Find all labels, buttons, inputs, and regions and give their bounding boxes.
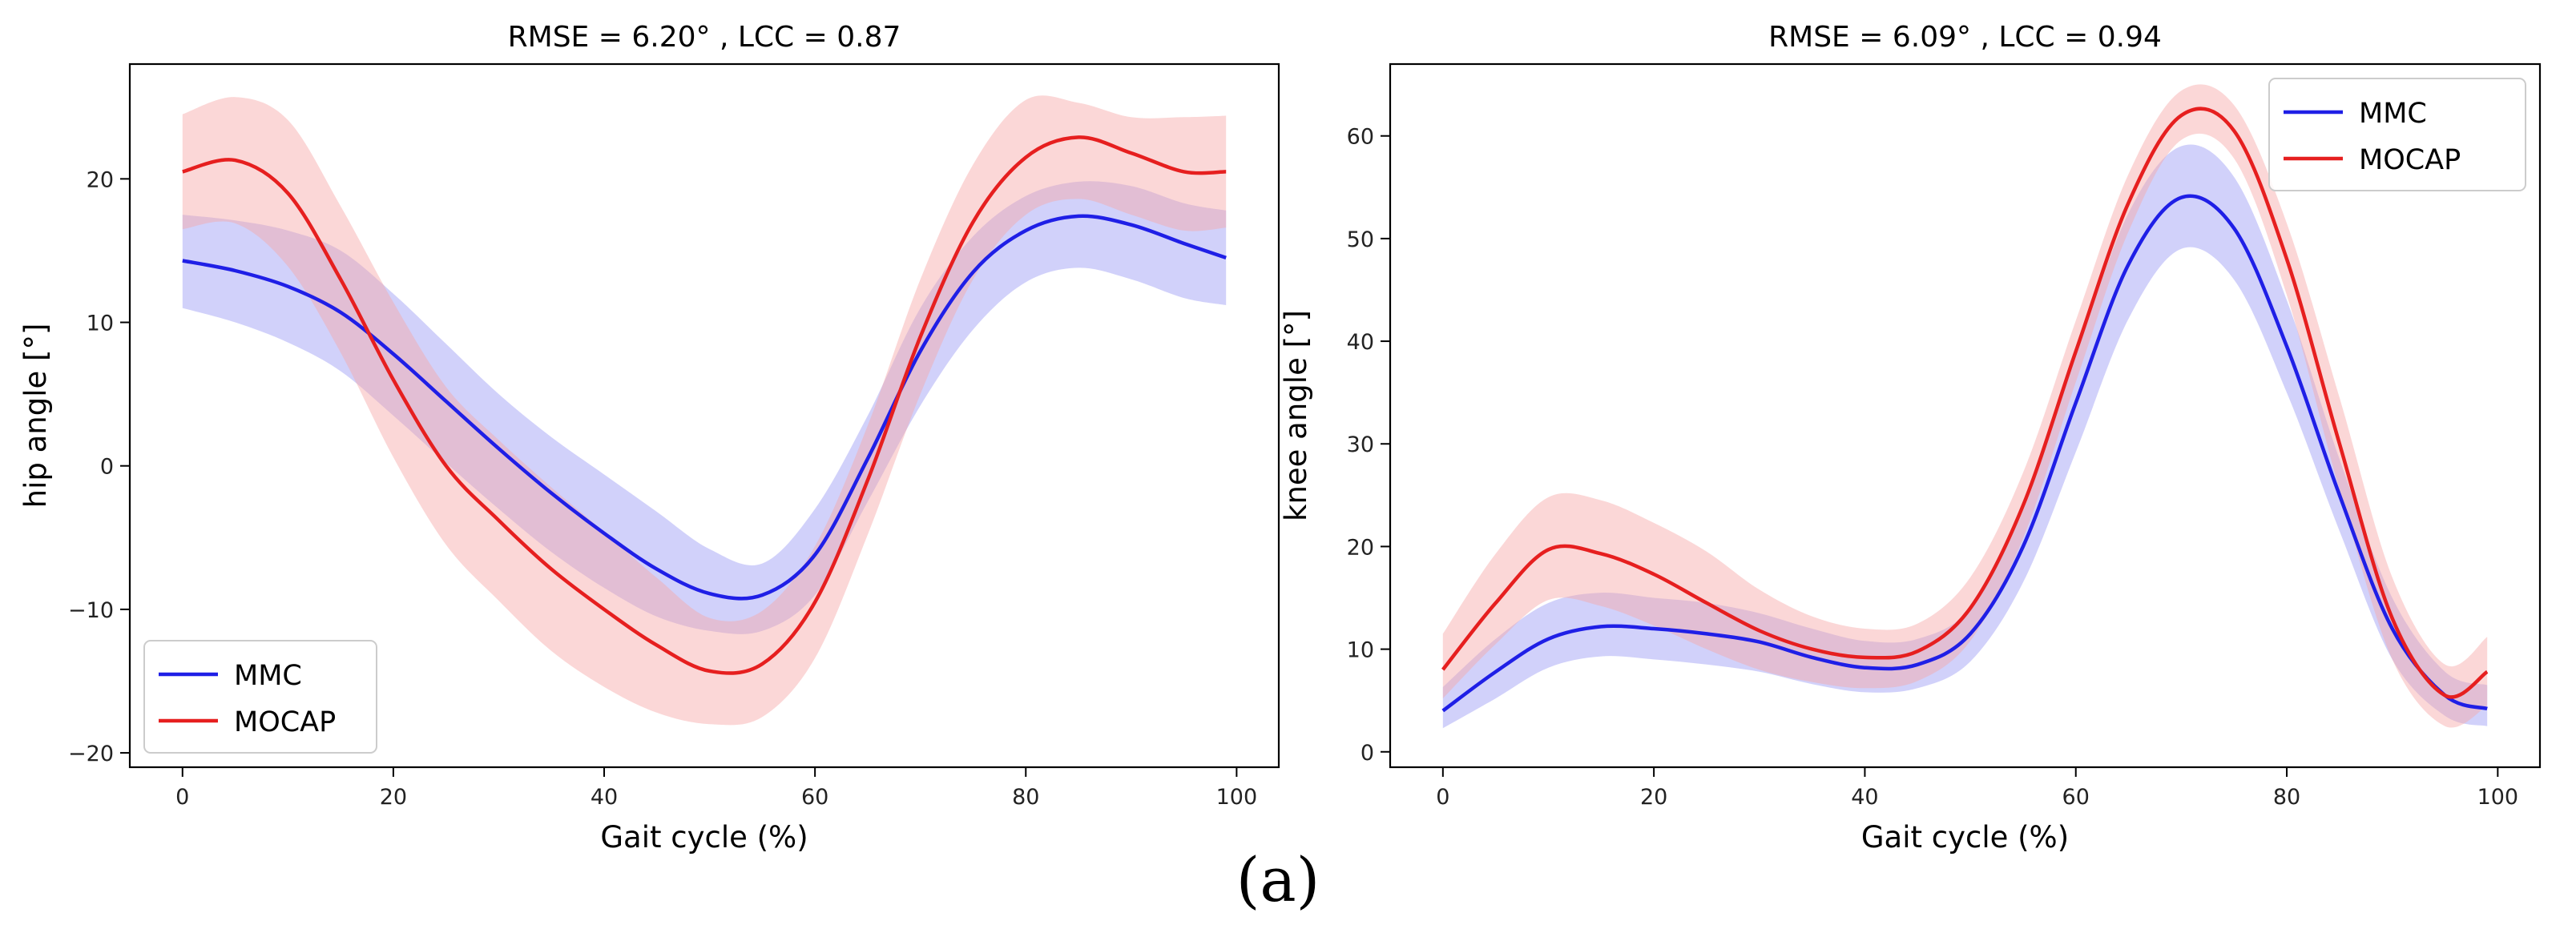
y-tick-label: 0 — [1361, 741, 1374, 766]
x-tick-label: 60 — [801, 785, 828, 810]
x-axis-label: Gait cycle (%) — [1861, 820, 2069, 855]
x-tick-label: 40 — [591, 785, 618, 810]
x-tick-label: 0 — [175, 785, 189, 810]
x-tick-label: 20 — [1640, 785, 1667, 810]
y-tick-label: 0 — [100, 455, 114, 480]
y-axis-label: hip angle [°] — [18, 324, 53, 509]
y-axis-label: knee angle [°] — [1279, 310, 1313, 521]
plot-area — [182, 95, 1227, 726]
figure-caption: (a) — [1236, 844, 1320, 915]
y-tick-label: 50 — [1347, 227, 1374, 252]
series-band-mmc — [182, 181, 1227, 634]
plot-area — [1441, 84, 2489, 729]
legend-label-mocap: MOCAP — [2359, 144, 2461, 176]
chart-title: RMSE = 6.09° , LCC = 0.94 — [1768, 21, 2162, 54]
x-axis-label: Gait cycle (%) — [600, 820, 808, 855]
legend-box — [2268, 78, 2526, 191]
chart-title: RMSE = 6.20° , LCC = 0.87 — [508, 21, 901, 54]
legend: MMC MOCAP — [143, 640, 377, 754]
y-tick-label: 10 — [87, 312, 114, 336]
legend-label-mocap: MOCAP — [234, 706, 336, 738]
axes-frame — [128, 62, 1280, 769]
series-band-mocap — [1442, 84, 2488, 728]
x-tick-label: 60 — [2062, 785, 2090, 810]
y-tick-label: 20 — [1347, 535, 1374, 560]
series-line-mmc — [1441, 194, 2488, 713]
series-band-mocap — [182, 95, 1227, 726]
knee-angle-chart: 0 20 40 60 80 100 0 10 20 30 40 50 60 RMSE = 6.09° , … — [1279, 21, 2542, 855]
hip-angle-chart: 0 20 40 60 80 100 −20 −10 0 10 20 RMSE = 6.20° , LC… — [18, 21, 1280, 855]
axes-frame — [1389, 62, 2542, 769]
x-tick-label: 100 — [2477, 785, 2519, 810]
y-tick-label: 30 — [1347, 432, 1374, 457]
x-tick-label: 0 — [1436, 785, 1449, 810]
legend-box — [143, 640, 377, 754]
y-tick-label: 20 — [87, 167, 114, 192]
y-tick-label: −20 — [68, 742, 114, 766]
x-tick-label: 80 — [1012, 785, 1039, 810]
x-tick-label: 100 — [1216, 785, 1258, 810]
legend-label-mmc: MMC — [234, 660, 302, 692]
y-tick-label: 10 — [1347, 638, 1374, 663]
series-line-mocap — [182, 135, 1227, 675]
x-tick-label: 20 — [380, 785, 407, 810]
legend: MMC MOCAP — [2268, 78, 2526, 191]
series-line-mocap — [1441, 107, 2489, 699]
x-tick-label: 40 — [1851, 785, 1878, 810]
y-tick-label: 60 — [1347, 125, 1374, 150]
x-tick-label: 80 — [2273, 785, 2300, 810]
legend-label-mmc: MMC — [2359, 98, 2427, 130]
y-tick-label: 40 — [1347, 330, 1374, 355]
y-tick-label: −10 — [68, 598, 114, 623]
